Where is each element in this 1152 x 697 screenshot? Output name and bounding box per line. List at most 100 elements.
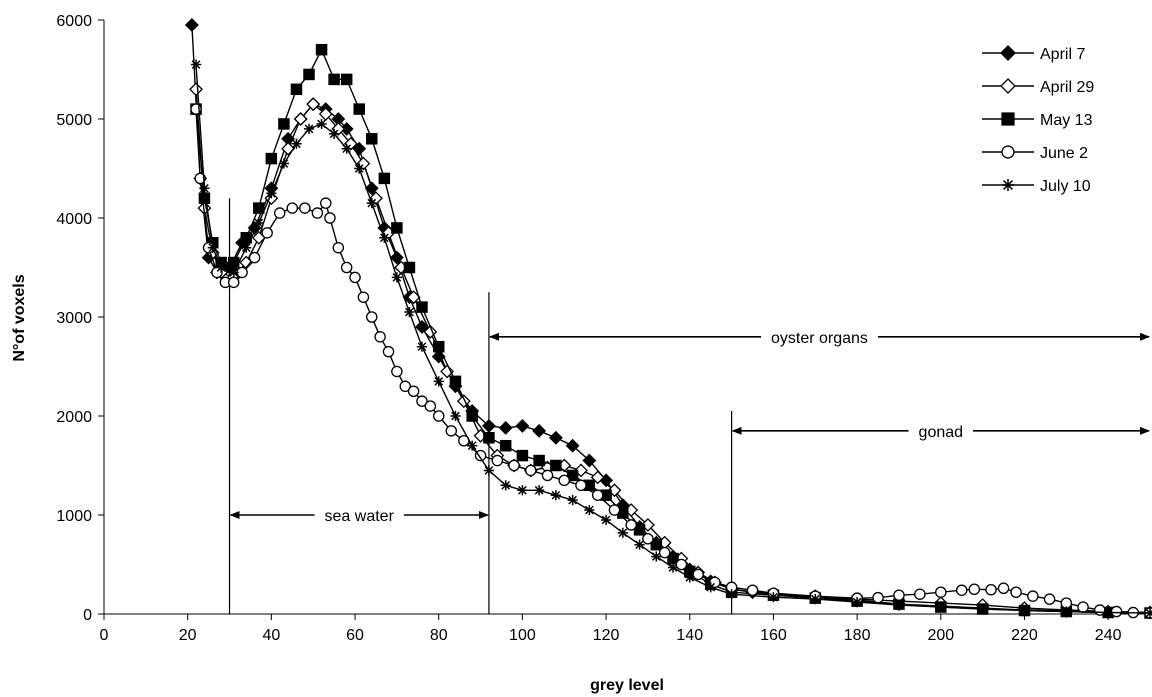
data-point xyxy=(935,601,946,613)
data-point xyxy=(450,410,461,422)
legend-label: April 7 xyxy=(1040,46,1085,63)
data-point xyxy=(332,241,345,254)
legend-entry: July 10 xyxy=(982,178,1091,195)
data-point xyxy=(445,425,458,437)
data-point xyxy=(517,485,528,496)
series-line xyxy=(195,48,1151,614)
data-point xyxy=(379,232,390,243)
data-point xyxy=(608,504,621,516)
data-point xyxy=(416,341,428,352)
series-line xyxy=(195,89,1151,614)
x-axis: 0 20 40 60 80 100 120 140 160 180 200 220 240 xyxy=(100,614,1122,644)
data-point xyxy=(278,118,290,130)
series-layer xyxy=(184,18,1152,620)
data-point xyxy=(416,395,428,407)
data-point xyxy=(565,438,580,453)
x-tick-label: 200 xyxy=(927,627,954,644)
x-tick-label: 220 xyxy=(1011,627,1038,644)
data-point xyxy=(968,583,981,596)
legend-entry: June 2 xyxy=(982,145,1088,162)
data-point xyxy=(328,73,340,86)
data-point xyxy=(241,242,252,253)
data-point xyxy=(997,582,1010,595)
data-point xyxy=(415,319,429,334)
y-tick-label: 3000 xyxy=(56,310,92,327)
data-point xyxy=(1094,604,1106,616)
data-point xyxy=(567,495,578,506)
data-point xyxy=(651,551,662,562)
legend-marker xyxy=(1001,112,1015,126)
annotation-label: sea water xyxy=(325,508,395,525)
data-point xyxy=(391,222,403,234)
data-point xyxy=(466,410,478,422)
data-point xyxy=(248,251,261,264)
data-point xyxy=(291,138,302,149)
data-point xyxy=(290,83,303,96)
data-point xyxy=(550,490,561,501)
legend-marker xyxy=(1000,45,1016,61)
data-point xyxy=(399,380,411,393)
annotation-label: gonad xyxy=(919,424,964,441)
x-tick-label: 0 xyxy=(100,627,109,644)
data-point xyxy=(353,103,365,115)
data-point xyxy=(1019,605,1030,616)
x-tick-label: 80 xyxy=(430,627,448,644)
legend-label: May 13 xyxy=(1040,112,1093,129)
data-point xyxy=(491,454,504,467)
data-point xyxy=(634,539,645,550)
x-tick-label: 180 xyxy=(844,627,871,644)
data-point xyxy=(768,592,779,603)
data-point xyxy=(273,207,286,219)
legend-entry: May 13 xyxy=(982,112,1093,129)
data-point xyxy=(416,301,428,313)
data-point xyxy=(391,365,403,378)
data-point xyxy=(189,82,203,97)
data-point xyxy=(253,217,264,229)
data-point xyxy=(198,192,211,204)
data-point xyxy=(558,474,570,487)
data-point xyxy=(433,376,444,387)
legend-marker xyxy=(1002,179,1014,191)
data-point xyxy=(617,527,628,538)
data-point xyxy=(508,459,520,472)
data-point xyxy=(548,430,563,445)
data-point xyxy=(374,331,386,343)
data-point xyxy=(184,18,199,32)
data-point xyxy=(1043,593,1056,605)
data-point xyxy=(650,538,663,551)
data-point xyxy=(591,489,604,501)
data-point xyxy=(293,112,308,126)
y-tick-label: 0 xyxy=(83,607,92,624)
y-tick-label: 5000 xyxy=(56,112,92,129)
y-tick-label: 4000 xyxy=(56,211,92,228)
series-july-10 xyxy=(190,59,1152,619)
data-point xyxy=(1027,590,1039,602)
data-point xyxy=(261,227,273,239)
data-point xyxy=(341,143,352,154)
data-point xyxy=(746,584,759,596)
data-point xyxy=(500,480,511,491)
data-point xyxy=(324,212,336,224)
data-point xyxy=(684,572,695,583)
y-tick-label: 6000 xyxy=(56,13,92,30)
data-point xyxy=(525,464,537,477)
data-point xyxy=(227,276,240,289)
data-point xyxy=(575,479,587,492)
data-point xyxy=(382,345,395,358)
data-point xyxy=(566,469,579,482)
data-point xyxy=(541,469,554,482)
data-point xyxy=(534,485,545,496)
data-point xyxy=(349,271,361,284)
data-point xyxy=(1103,607,1114,618)
legend-entry: April 7 xyxy=(982,45,1085,63)
data-point xyxy=(955,584,968,596)
legend-marker xyxy=(1001,145,1015,159)
data-point xyxy=(498,420,513,435)
series-line xyxy=(195,64,1151,614)
data-point xyxy=(378,172,391,185)
data-point xyxy=(914,588,926,600)
data-point xyxy=(582,453,597,468)
x-tick-label: 240 xyxy=(1095,627,1122,644)
data-point xyxy=(391,272,402,283)
data-point xyxy=(329,128,340,139)
